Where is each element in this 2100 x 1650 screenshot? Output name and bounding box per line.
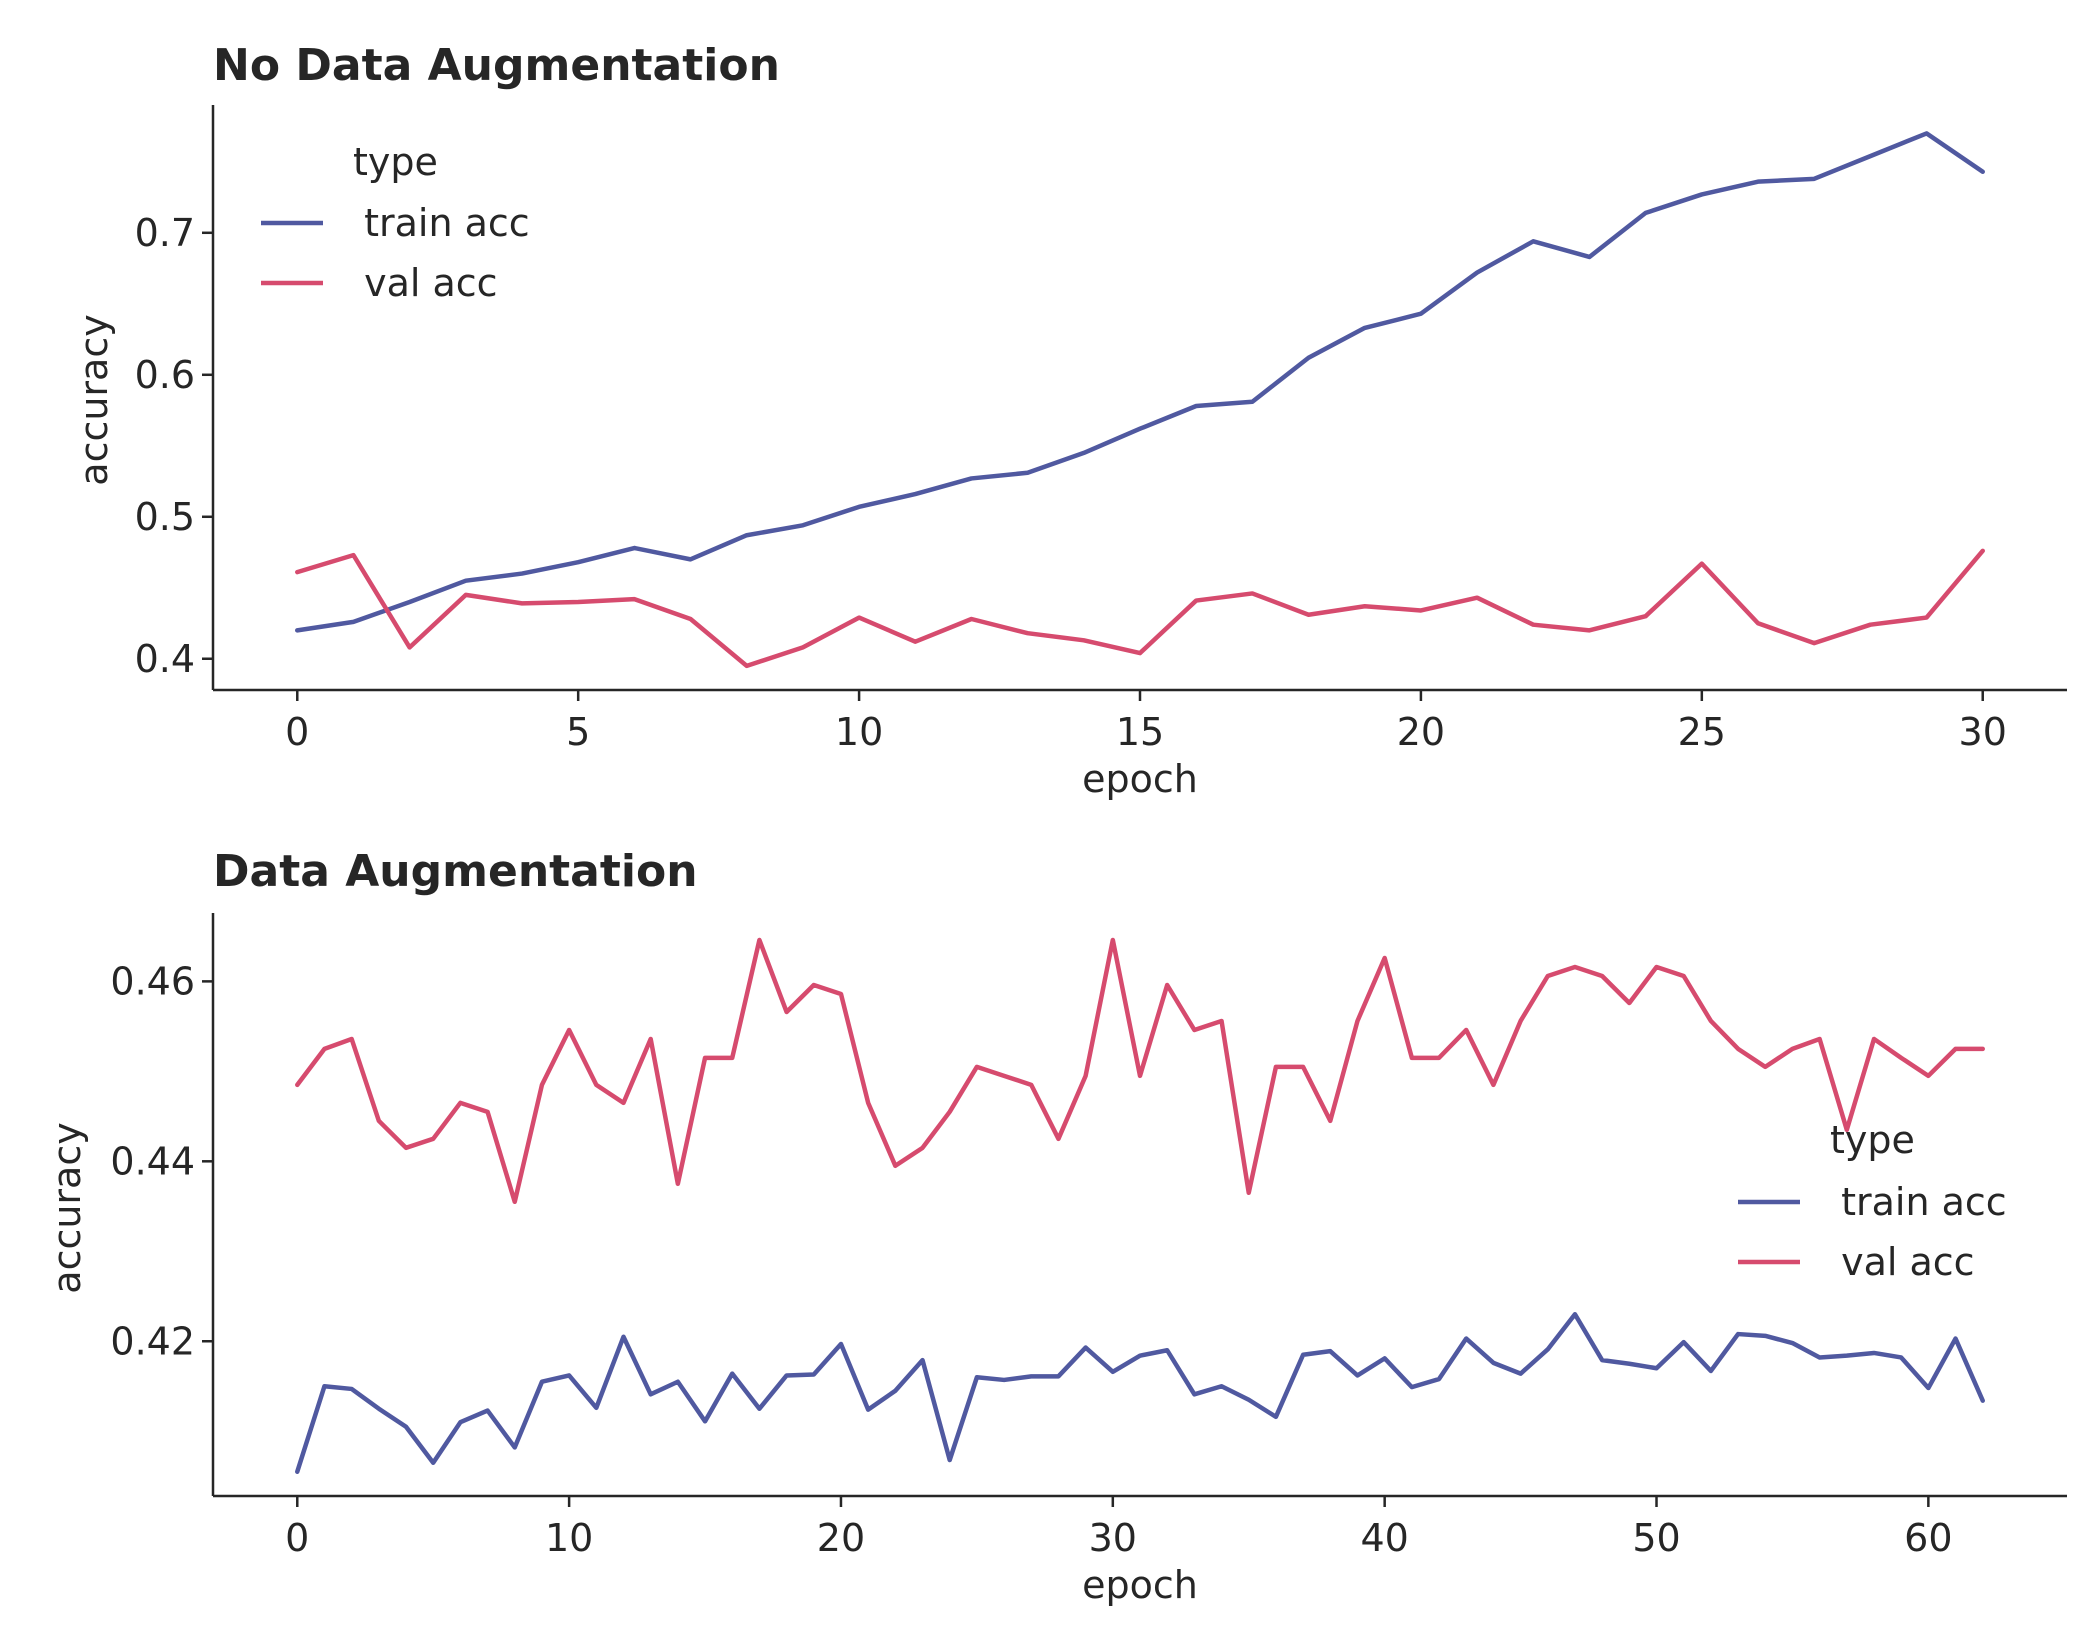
- chart-title: No Data Augmentation: [213, 40, 780, 91]
- y-tick-label: 0.46: [110, 959, 195, 1003]
- x-ticks: 0 5 10 15 20 25 30: [285, 690, 2007, 754]
- x-tick-label: 0: [285, 710, 309, 754]
- y-tick-label: 0.4: [135, 637, 195, 681]
- legend-label-val-acc: val acc: [1829, 1240, 1975, 1284]
- legend-label-train-acc: train acc: [352, 201, 530, 245]
- x-tick-label: 40: [1360, 1516, 1408, 1560]
- x-tick-label: 60: [1904, 1516, 1952, 1560]
- x-ticks: 0 10 20 30 40 50 60: [285, 1496, 1953, 1560]
- series-lines: [295, 937, 1985, 1474]
- legend: type train acc val acc: [1738, 1118, 2007, 1284]
- x-tick-label: 0: [285, 1516, 309, 1560]
- y-tick-label: 0.6: [135, 353, 195, 397]
- x-tick-label: 20: [1397, 710, 1445, 754]
- y-tick-label: 0.42: [110, 1319, 195, 1363]
- series-line-val-acc: [295, 548, 1985, 669]
- x-tick-label: 25: [1678, 710, 1726, 754]
- legend: type train acc val acc: [261, 140, 530, 305]
- chart-title: Data Augmentation: [213, 846, 698, 897]
- y-tick-label: 0.5: [135, 495, 195, 539]
- legend-title: type: [1830, 1118, 1915, 1162]
- x-axis-label: epoch: [1082, 1563, 1198, 1607]
- x-tick-label: 30: [1959, 710, 2007, 754]
- legend-label-train-acc: train acc: [1829, 1180, 2007, 1224]
- y-ticks: 0.42 0.44 0.46: [110, 959, 213, 1363]
- series-lines: [295, 131, 1985, 669]
- x-tick-label: 50: [1632, 1516, 1680, 1560]
- x-tick-label: 15: [1116, 710, 1164, 754]
- x-tick-label: 30: [1089, 1516, 1137, 1560]
- series-line-val-acc: [295, 937, 1985, 1205]
- y-ticks: 0.4 0.5 0.6 0.7: [135, 211, 213, 681]
- chart-panel-no-augmentation: No Data Augmentation 0 5 10 15 20 25 30 0.4 0.5…: [72, 40, 2067, 801]
- x-tick-label: 10: [545, 1516, 593, 1560]
- series-line-train-acc: [295, 1312, 1985, 1474]
- x-tick-label: 10: [835, 710, 883, 754]
- legend-title: type: [353, 140, 438, 184]
- x-axis-label: epoch: [1082, 757, 1198, 801]
- x-tick-label: 5: [566, 710, 590, 754]
- y-tick-label: 0.44: [110, 1139, 195, 1183]
- y-tick-label: 0.7: [135, 211, 195, 255]
- y-axis-label: accuracy: [45, 1122, 89, 1293]
- x-tick-label: 20: [817, 1516, 865, 1560]
- chart-panel-augmentation: Data Augmentation 0 10 20 30 40 50 60 0.42 0.44…: [45, 846, 2067, 1607]
- legend-label-val-acc: val acc: [352, 261, 498, 305]
- y-axis-label: accuracy: [72, 314, 116, 485]
- series-line-train-acc: [295, 131, 1985, 633]
